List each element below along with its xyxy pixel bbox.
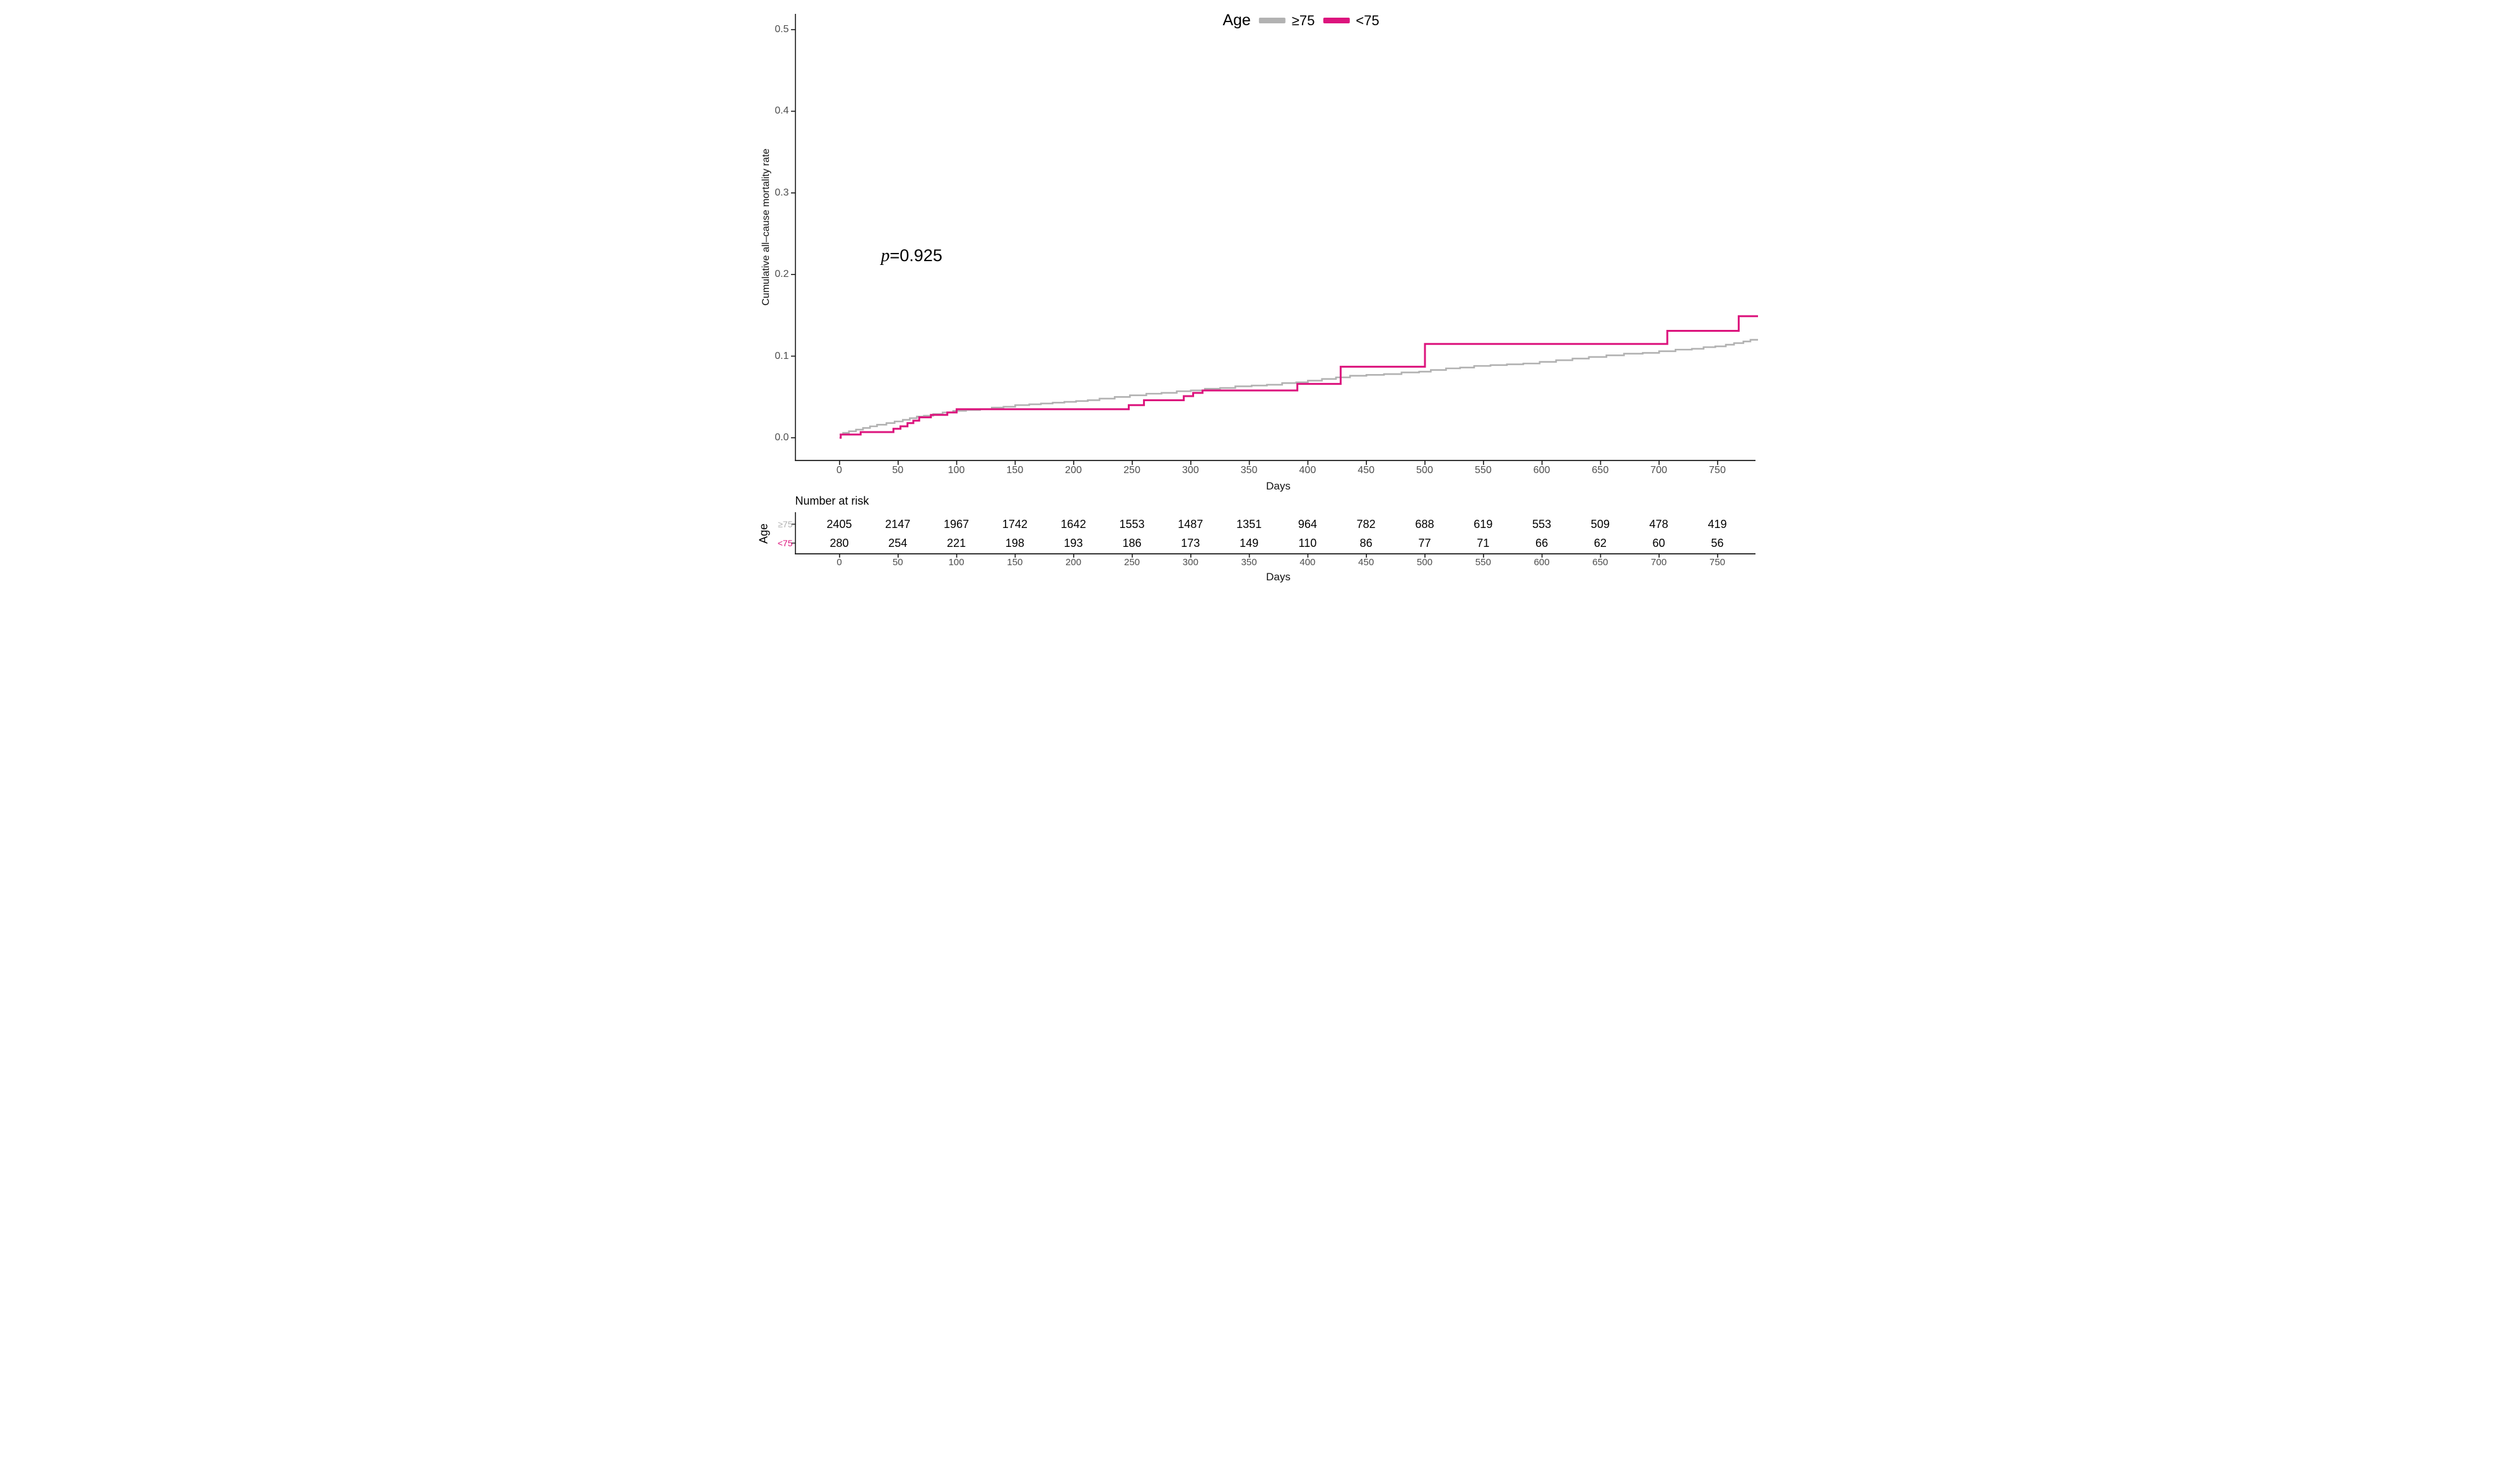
risk-count: 173: [1181, 537, 1200, 549]
x-tick-label: 750: [1709, 465, 1726, 476]
risk-count: 56: [1711, 537, 1724, 549]
risk-count: 62: [1593, 537, 1607, 549]
y-tick-label: 0.5: [775, 24, 789, 35]
risk-tick-label: 550: [1475, 557, 1491, 568]
y-tick-label: 0.3: [775, 187, 789, 198]
x-tick-label: 400: [1299, 465, 1316, 476]
risk-count: 509: [1590, 518, 1610, 530]
x-tick-label: 700: [1650, 465, 1668, 476]
risk-count: 280: [829, 537, 849, 549]
x-tick-label: 500: [1416, 465, 1433, 476]
risk-axis-title: Days: [1266, 571, 1291, 583]
risk-tick-label: 50: [892, 557, 903, 568]
y-tick-label: 0.0: [775, 432, 789, 443]
x-tick-label: 250: [1123, 465, 1140, 476]
risk-count: 66: [1535, 537, 1549, 549]
risk-tick-label: 500: [1416, 557, 1433, 568]
legend-swatch-ge75-icon: [1258, 18, 1286, 23]
risk-count: 553: [1532, 518, 1552, 530]
x-tick-label: 450: [1357, 465, 1375, 476]
risk-row-label-lt75: <75: [777, 538, 793, 548]
p-symbol: p: [881, 246, 890, 266]
risk-count: 964: [1298, 518, 1317, 530]
x-axis-title: Days: [1266, 480, 1291, 492]
risk-count: 478: [1649, 518, 1668, 530]
risk-tick-label: 450: [1358, 557, 1374, 568]
risk-count: 198: [1005, 537, 1024, 549]
risk-count: 2147: [885, 518, 911, 530]
risk-count: 419: [1708, 518, 1727, 530]
legend-label-ge75: ≥75: [1291, 12, 1315, 28]
legend-item-lt75: <75: [1323, 12, 1380, 29]
risk-tick-label: 600: [1533, 557, 1550, 568]
y-axis-title: Cumulative all–cause mortality rate: [760, 148, 771, 306]
risk-count: 71: [1477, 537, 1490, 549]
x-tick-label: 300: [1181, 465, 1199, 476]
risk-tick-label: 650: [1592, 557, 1609, 568]
risk-tick-label: 250: [1123, 557, 1140, 568]
legend-item-ge75: ≥75: [1258, 12, 1315, 29]
risk-tick-label: 700: [1651, 557, 1667, 568]
risk-count: 1742: [1002, 518, 1028, 530]
risk-count: 193: [1064, 537, 1083, 549]
risk-count: 619: [1474, 518, 1493, 530]
risk-tick-label: 200: [1065, 557, 1082, 568]
risk-count: 688: [1415, 518, 1434, 530]
risk-count: 782: [1356, 518, 1376, 530]
risk-count: 60: [1652, 537, 1665, 549]
y-tick-label: 0.4: [775, 105, 789, 117]
risk-tick-label: 400: [1299, 557, 1316, 568]
risk-count: 1351: [1236, 518, 1262, 530]
p-value: =0.925: [889, 246, 942, 265]
x-tick-label: 600: [1533, 465, 1550, 476]
km-cumulative-mortality-figure: Age ≥75 <75 p=0.925 Cumulative all–cause…: [756, 0, 1764, 583]
risk-tick-label: 350: [1241, 557, 1257, 568]
risk-count: 86: [1359, 537, 1373, 549]
risk-count: 186: [1122, 537, 1142, 549]
risk-tick-label: 0: [836, 557, 842, 568]
risk-row-label-ge75: ≥75: [778, 519, 793, 529]
chart-canvas: [790, 14, 1758, 558]
series-line-lt75: [839, 315, 1758, 439]
legend: Age ≥75 <75: [1222, 11, 1379, 30]
risk-count: 1553: [1119, 518, 1145, 530]
risk-count: 1487: [1178, 518, 1204, 530]
risk-table-title: Number at risk: [795, 495, 869, 507]
x-tick-label: 650: [1591, 465, 1609, 476]
risk-count: 110: [1298, 537, 1317, 549]
x-tick-label: 200: [1065, 465, 1082, 476]
x-tick-label: 100: [947, 465, 965, 476]
legend-swatch-lt75-icon: [1323, 18, 1350, 23]
y-tick-label: 0.1: [775, 350, 789, 361]
x-tick-label: 350: [1240, 465, 1258, 476]
y-tick-label: 0.2: [775, 269, 789, 280]
x-tick-label: 50: [892, 465, 904, 476]
series-line-ge75: [839, 339, 1758, 436]
risk-tick-label: 150: [1007, 557, 1023, 568]
risk-tick-label: 750: [1709, 557, 1726, 568]
risk-count: 221: [947, 537, 966, 549]
p-value-annotation: p=0.925: [881, 246, 942, 266]
legend-title: Age: [1222, 11, 1251, 29]
risk-count: 1642: [1060, 518, 1086, 530]
risk-count: 149: [1239, 537, 1259, 549]
x-tick-label: 0: [836, 465, 842, 476]
risk-count: 77: [1418, 537, 1431, 549]
risk-count: 2405: [826, 518, 852, 530]
risk-count: 1967: [944, 518, 970, 530]
risk-tick-label: 100: [948, 557, 964, 568]
x-tick-label: 550: [1474, 465, 1492, 476]
risk-count: 254: [888, 537, 908, 549]
legend-label-lt75: <75: [1356, 12, 1380, 28]
risk-tick-label: 300: [1182, 557, 1198, 568]
x-tick-label: 150: [1006, 465, 1024, 476]
